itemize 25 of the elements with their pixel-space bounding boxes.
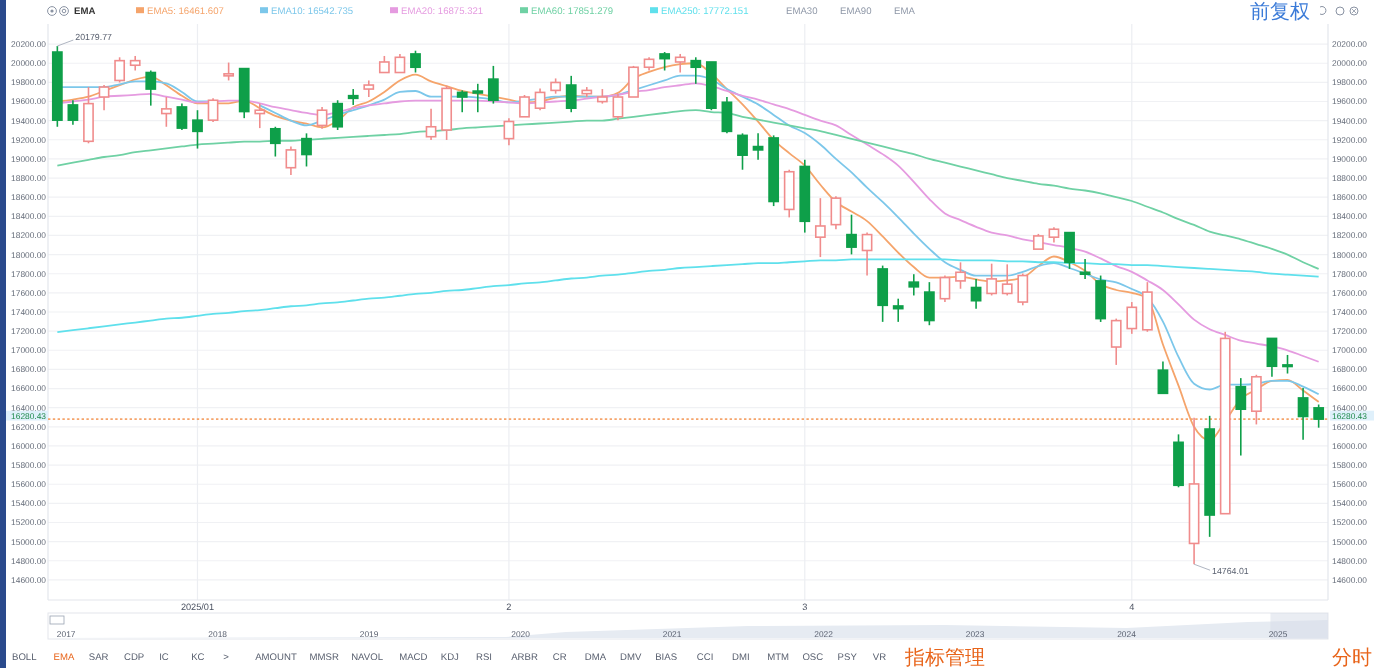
candlestick xyxy=(347,88,359,106)
candlestick xyxy=(970,278,982,310)
text: 指标管理 xyxy=(902,646,985,668)
candlestick xyxy=(1297,387,1309,441)
candlestick xyxy=(129,55,141,72)
candlestick xyxy=(643,56,655,72)
text: 分时 xyxy=(1332,646,1372,668)
candlestick xyxy=(892,297,904,323)
candlestick xyxy=(363,79,375,98)
candlestick xyxy=(908,273,920,297)
text: 前复权 xyxy=(1250,0,1310,24)
candlestick xyxy=(1126,301,1138,335)
candlestick xyxy=(752,132,764,161)
candlestick xyxy=(254,102,266,129)
candlestick xyxy=(814,197,826,258)
candlestick xyxy=(799,158,811,234)
candlestick xyxy=(472,83,484,114)
candlestick xyxy=(1235,377,1247,457)
candlestick xyxy=(1079,258,1091,280)
candlestick xyxy=(67,99,79,126)
candlestick xyxy=(503,117,515,147)
candlestick xyxy=(565,75,577,114)
candlestick xyxy=(1188,417,1200,566)
candlestick xyxy=(690,56,702,85)
candlestick xyxy=(456,89,468,114)
